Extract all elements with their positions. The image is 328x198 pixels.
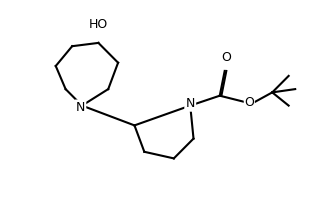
Text: N: N — [76, 101, 85, 114]
Text: O: O — [244, 96, 254, 109]
Text: N: N — [186, 97, 195, 110]
Text: HO: HO — [89, 18, 108, 31]
Text: O: O — [221, 51, 231, 64]
